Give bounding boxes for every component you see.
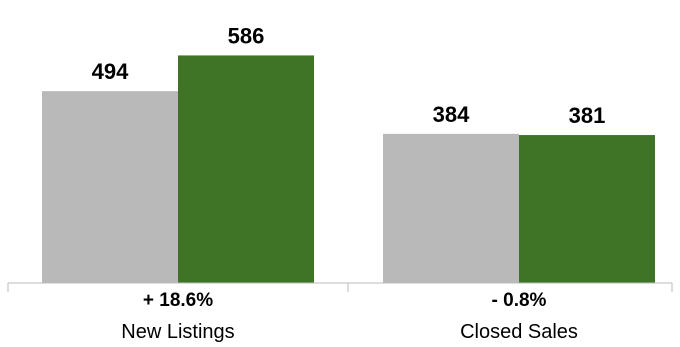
bars-layer bbox=[42, 55, 655, 283]
bar-new-listings-current-period bbox=[178, 55, 314, 283]
category-labels-layer: + 18.6% New Listings - 0.8% Closed Sales bbox=[121, 290, 578, 343]
category-label-new-listings: New Listings bbox=[121, 321, 234, 343]
bar-new-listings-previous-period bbox=[42, 91, 178, 283]
category-label-closed-sales: Closed Sales bbox=[460, 321, 578, 343]
bar-closed-sales-current-period bbox=[519, 135, 655, 283]
bar-closed-sales-previous-period bbox=[383, 133, 519, 283]
change-label-new-listings: + 18.6% bbox=[143, 290, 213, 311]
change-label-closed-sales: - 0.8% bbox=[492, 290, 547, 311]
x-axis-ticks bbox=[7, 283, 673, 292]
value-label-new-listings-current-period: 586 bbox=[228, 23, 265, 48]
value-label-closed-sales-previous-period: 384 bbox=[433, 102, 470, 127]
value-label-closed-sales-current-period: 381 bbox=[569, 103, 606, 128]
value-labels-layer: 494 586 384 381 bbox=[92, 23, 606, 128]
value-label-new-listings-previous-period: 494 bbox=[92, 59, 129, 84]
